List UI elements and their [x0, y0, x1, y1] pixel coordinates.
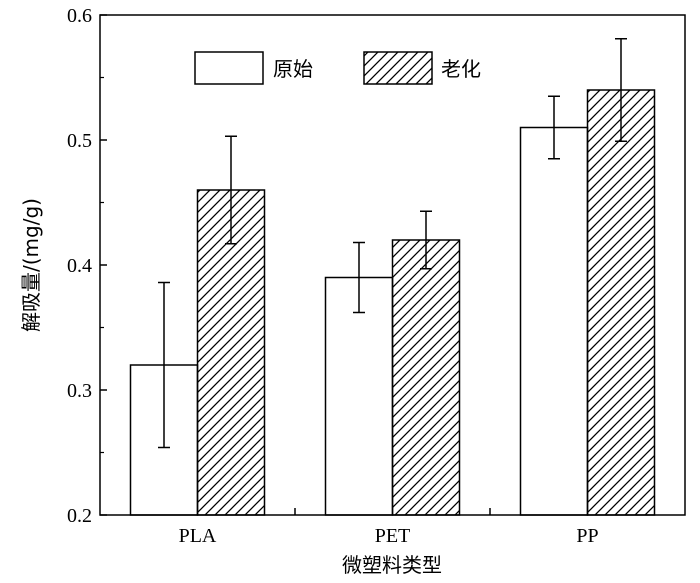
x-tick-label-pet: PET	[375, 525, 411, 547]
bar-pet-aged	[391, 239, 461, 516]
error-bar-pp-aged	[615, 38, 627, 142]
legend-label-original: 原始	[273, 57, 313, 81]
error-bar-pla-aged	[225, 135, 237, 245]
y-axis-title: 解吸量/(mg/g)	[19, 198, 43, 332]
x-tick-label-pp: PP	[576, 525, 598, 547]
legend-swatch-original	[194, 51, 264, 85]
x-tick-label-pla: PLA	[179, 525, 217, 547]
bar-pp-original	[519, 126, 589, 516]
y-tick-label: 0.2	[67, 505, 92, 527]
legend-label-aged: 老化	[441, 57, 481, 81]
y-tick-label: 0.6	[67, 5, 92, 27]
x-axis-title: 微塑料类型	[342, 553, 442, 577]
error-bar-pp-original	[548, 95, 560, 160]
error-bar-pet-original	[353, 241, 365, 314]
bar-pp-aged	[586, 89, 656, 516]
legend-swatch-aged	[363, 51, 433, 85]
legend: 原始 老化	[194, 51, 481, 85]
y-tick-label: 0.3	[67, 380, 92, 402]
error-bar-pet-aged	[420, 210, 432, 270]
y-tick-label: 0.4	[67, 255, 92, 277]
y-tick-label: 0.5	[67, 130, 92, 152]
error-bar-pla-original	[158, 281, 170, 449]
